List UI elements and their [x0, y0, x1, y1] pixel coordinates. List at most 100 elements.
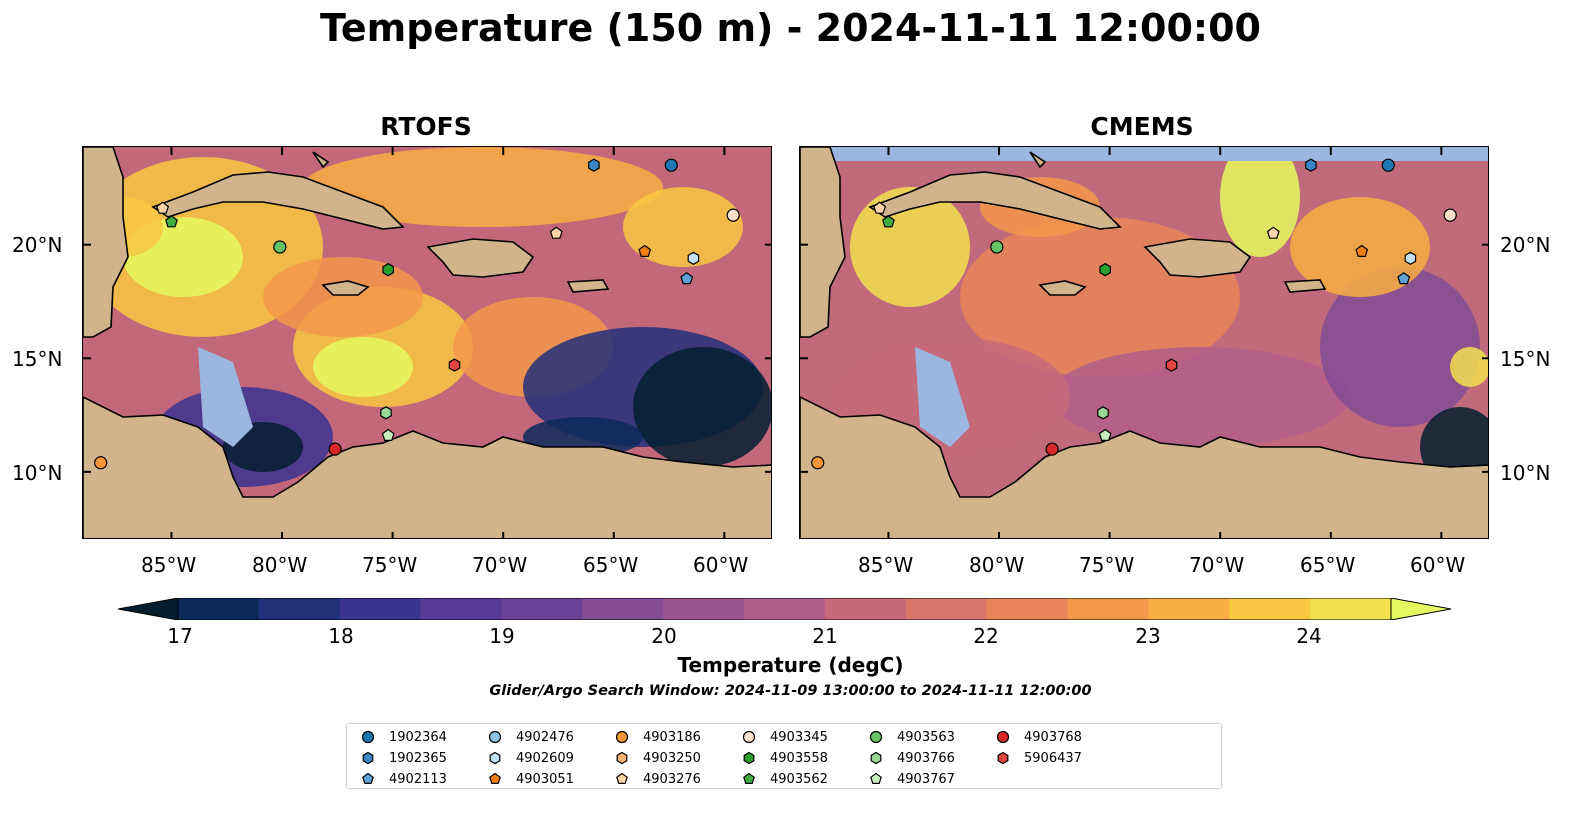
pentagon-marker-icon[interactable]: [743, 772, 755, 784]
float-1902365-marker[interactable]: [1305, 158, 1317, 172]
float-4902609-marker[interactable]: [687, 251, 700, 265]
float-5906437-marker[interactable]: [1165, 358, 1178, 372]
hexagon-marker-icon[interactable]: [743, 751, 755, 765]
pentagon-marker-icon[interactable]: [616, 772, 628, 784]
float-4903186-marker[interactable]: [94, 456, 108, 470]
float-4903276-marker[interactable]: [1266, 226, 1280, 239]
panel-title-rtofs: RTOFS: [380, 112, 472, 141]
float-4903767-marker[interactable]: [381, 428, 395, 441]
colorbar-segment: [501, 598, 583, 620]
float-5906437-marker[interactable]: [448, 358, 461, 372]
legend-item-label: 4902609: [516, 750, 574, 766]
float-1902365-marker[interactable]: [588, 158, 600, 172]
float-4903558-marker[interactable]: [382, 263, 394, 277]
pentagon-icon: [616, 772, 628, 784]
axis-ticks: [800, 147, 1488, 538]
legend-item-label: 5906437: [1024, 750, 1082, 766]
hexagon-marker-icon[interactable]: [870, 751, 882, 765]
float-4903767-marker[interactable]: [1098, 428, 1112, 441]
lat-tick-label: 10°N: [1500, 461, 1551, 485]
lat-tick-label: 15°N: [1500, 347, 1551, 371]
hexagon-marker-icon[interactable]: [362, 751, 374, 765]
float-4903276-marker[interactable]: [549, 226, 563, 239]
colorbar-tick: 17: [167, 624, 193, 648]
pentagon-marker-icon[interactable]: [870, 772, 882, 784]
float-4902113-marker[interactable]: [1397, 272, 1411, 285]
float-4903345-marker[interactable]: [1443, 208, 1457, 222]
hexagon-marker-icon[interactable]: [997, 751, 1009, 765]
float-4903766-marker[interactable]: [1097, 406, 1109, 420]
legend-item-label: 4902113: [389, 771, 447, 787]
float-4903563-marker[interactable]: [990, 240, 1004, 254]
colorbar-segment: [663, 598, 745, 620]
legend-item-label: 4903250: [643, 750, 701, 766]
float-4903345-marker[interactable]: [726, 208, 740, 222]
circle-marker-icon[interactable]: [615, 730, 629, 744]
float-4903276-marker[interactable]: [873, 201, 887, 214]
colorbar-tick: 22: [973, 624, 999, 648]
lon-tick-label: 75°W: [362, 553, 418, 577]
panel-title-cmems: CMEMS: [1090, 112, 1194, 141]
hexagon-icon: [997, 751, 1009, 765]
float-4903276-marker[interactable]: [156, 201, 170, 214]
legend-item-label: 4903051: [516, 771, 574, 787]
colorbar-segment: [582, 598, 664, 620]
legend-item: 1902365: [361, 748, 447, 768]
float-4903051-marker[interactable]: [638, 244, 652, 258]
circle-marker-icon[interactable]: [742, 730, 756, 744]
colorbar-tick: 23: [1135, 624, 1161, 648]
float-4903768-marker[interactable]: [1045, 442, 1059, 456]
land: [800, 147, 1488, 538]
rtofs-map[interactable]: [82, 146, 772, 539]
legend-item: 4903558: [742, 748, 828, 768]
legend-item-label: 4903768: [1024, 729, 1082, 745]
legend-item-label: 4903276: [643, 771, 701, 787]
legend-item-label: 4903562: [770, 771, 828, 787]
figure-title: Temperature (150 m) - 2024-11-11 12:00:0…: [319, 6, 1261, 50]
cmems-map[interactable]: [799, 146, 1489, 539]
hexagon-icon: [870, 751, 882, 765]
legend-item: 5906437: [996, 748, 1082, 768]
float-4903051-marker[interactable]: [1355, 244, 1369, 258]
float-4903562-marker[interactable]: [165, 215, 178, 228]
lon-tick-label: 65°W: [583, 553, 639, 577]
legend-item-label: 4903563: [897, 729, 955, 745]
land: [83, 147, 771, 538]
float-4903768-marker[interactable]: [328, 442, 342, 456]
colorbar-tick: 20: [651, 624, 677, 648]
circle-icon: [488, 730, 502, 744]
float-4903562-marker[interactable]: [882, 215, 895, 228]
float-4902609-marker[interactable]: [1404, 251, 1417, 265]
hexagon-marker-icon[interactable]: [489, 751, 501, 765]
circle-marker-icon[interactable]: [996, 730, 1010, 744]
lon-tick-label: 80°W: [252, 553, 308, 577]
pentagon-marker-icon[interactable]: [489, 772, 501, 784]
colorbar-tick: 24: [1296, 624, 1322, 648]
lon-tick-label: 85°W: [858, 553, 914, 577]
hexagon-icon: [489, 751, 501, 765]
hexagon-icon: [616, 751, 628, 765]
hexagon-marker-icon[interactable]: [616, 751, 628, 765]
legend-item: 4903186: [615, 727, 701, 747]
float-1902364-marker[interactable]: [1381, 158, 1395, 172]
float-4903766-marker[interactable]: [380, 406, 392, 420]
legend-item: 4903276: [615, 769, 701, 789]
colorbar-extend-min: [118, 598, 179, 620]
circle-marker-icon[interactable]: [361, 730, 375, 744]
legend-item-label: 1902365: [389, 750, 447, 766]
legend-item: 4903563: [869, 727, 955, 747]
legend-item-label: 4903767: [897, 771, 955, 787]
pentagon-marker-icon[interactable]: [362, 772, 374, 784]
lat-tick-label: 15°N: [12, 347, 63, 371]
legend-item: 4903562: [742, 769, 828, 789]
circle-icon: [869, 730, 883, 744]
pentagon-icon: [743, 772, 755, 784]
float-4902113-marker[interactable]: [680, 272, 694, 285]
circle-marker-icon[interactable]: [869, 730, 883, 744]
float-4903558-marker[interactable]: [1099, 263, 1111, 277]
float-4903563-marker[interactable]: [273, 240, 287, 254]
circle-marker-icon[interactable]: [488, 730, 502, 744]
lat-tick-label: 10°N: [12, 461, 63, 485]
float-4903186-marker[interactable]: [811, 456, 825, 470]
float-1902364-marker[interactable]: [664, 158, 678, 172]
